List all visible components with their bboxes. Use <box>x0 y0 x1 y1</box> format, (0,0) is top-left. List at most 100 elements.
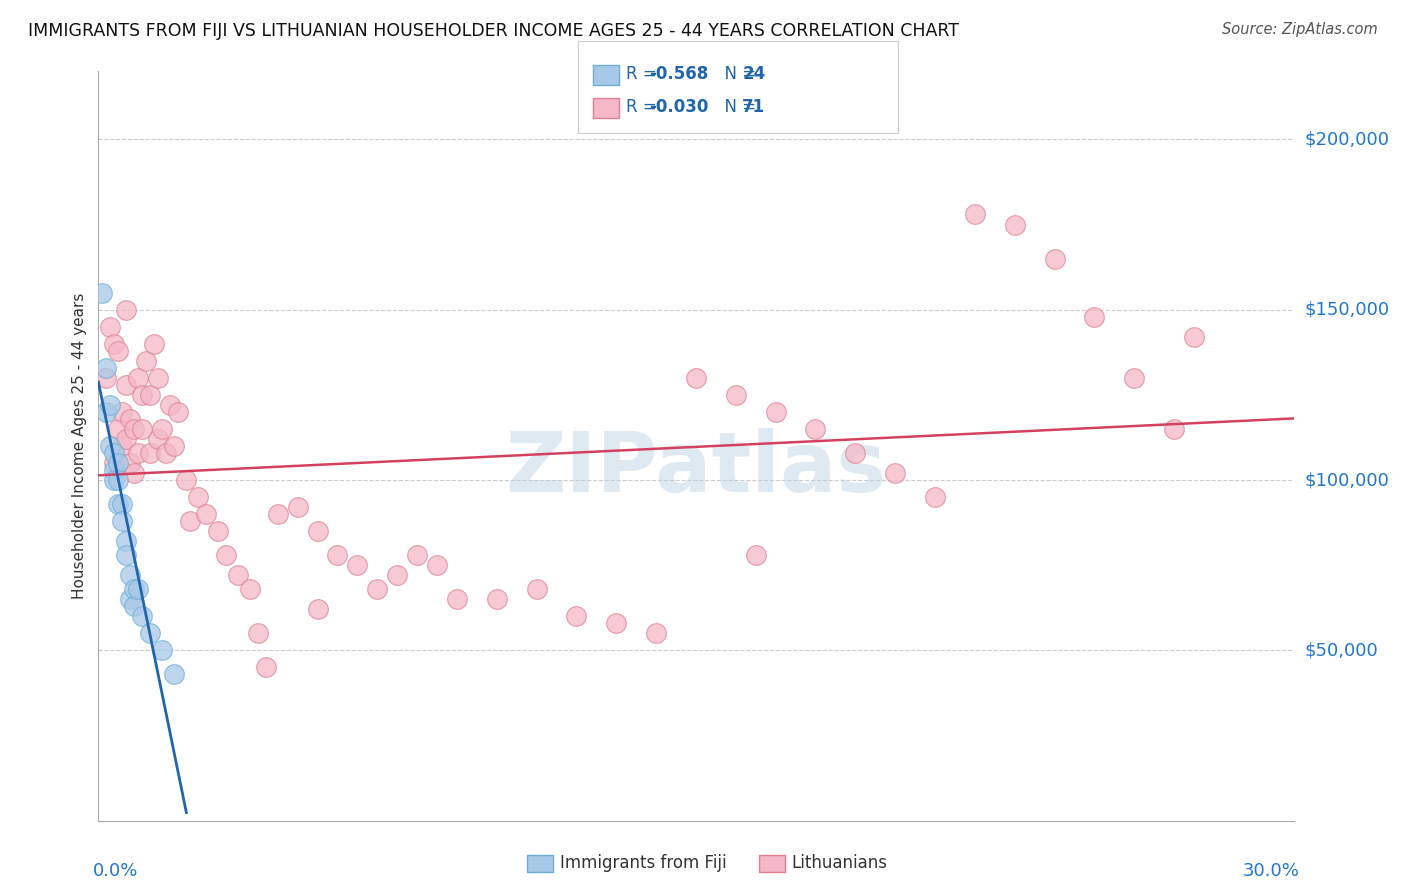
Point <box>605 616 627 631</box>
Point <box>103 446 125 460</box>
Text: Lithuanians: Lithuanians <box>792 855 887 872</box>
Text: Immigrants from Fiji: Immigrants from Fiji <box>560 855 727 872</box>
Point <box>115 534 138 549</box>
Point <box>148 432 170 446</box>
Point <box>239 582 262 596</box>
Point <box>131 388 153 402</box>
Point <box>120 411 142 425</box>
Point <box>115 302 138 317</box>
Point <box>287 500 309 515</box>
Point <box>685 371 707 385</box>
Point <box>187 490 209 504</box>
Point <box>107 497 129 511</box>
Point <box>385 568 409 582</box>
Point <box>307 524 329 538</box>
Point <box>884 467 907 481</box>
Point <box>174 473 197 487</box>
Point <box>159 398 181 412</box>
Point <box>765 405 787 419</box>
Text: N =: N = <box>714 98 762 116</box>
Point <box>103 336 125 351</box>
Point <box>1123 371 1146 385</box>
Text: $200,000: $200,000 <box>1305 130 1389 148</box>
Point <box>163 439 186 453</box>
Point <box>103 456 125 470</box>
Point <box>924 490 946 504</box>
Point <box>207 524 229 538</box>
Point <box>131 609 153 624</box>
Point <box>107 456 129 470</box>
Text: 30.0%: 30.0% <box>1243 862 1299 880</box>
Point <box>124 467 146 481</box>
Point <box>139 388 162 402</box>
Text: Source: ZipAtlas.com: Source: ZipAtlas.com <box>1222 22 1378 37</box>
Point <box>96 405 118 419</box>
Point <box>745 548 768 562</box>
Point <box>98 439 122 453</box>
Point <box>96 371 118 385</box>
Text: $150,000: $150,000 <box>1305 301 1389 318</box>
Point <box>526 582 548 596</box>
Point <box>1163 422 1185 436</box>
Y-axis label: Householder Income Ages 25 - 44 years: Householder Income Ages 25 - 44 years <box>72 293 87 599</box>
Point <box>103 463 125 477</box>
Point <box>115 377 138 392</box>
Point <box>115 432 138 446</box>
Point <box>724 388 747 402</box>
Point <box>139 626 162 640</box>
Point <box>131 422 153 436</box>
Point <box>148 371 170 385</box>
Point <box>107 473 129 487</box>
Point <box>115 548 138 562</box>
Point <box>307 602 329 616</box>
Point <box>124 582 146 596</box>
Point <box>326 548 349 562</box>
Point <box>1182 330 1205 344</box>
Text: 71: 71 <box>742 98 765 116</box>
Text: N =: N = <box>714 65 762 83</box>
Point <box>96 360 118 375</box>
Point <box>844 446 866 460</box>
Text: 24: 24 <box>742 65 766 83</box>
Point <box>135 354 157 368</box>
Point <box>366 582 388 596</box>
Point <box>150 422 173 436</box>
Text: 0.0%: 0.0% <box>93 862 138 880</box>
Point <box>124 422 146 436</box>
Text: $50,000: $50,000 <box>1305 641 1378 659</box>
Point <box>111 497 134 511</box>
Point <box>111 439 134 453</box>
Point <box>111 514 134 528</box>
Point <box>124 599 146 613</box>
Point <box>446 592 468 607</box>
Point <box>120 568 142 582</box>
Point <box>155 446 177 460</box>
Point <box>120 456 142 470</box>
Point <box>107 422 129 436</box>
Point <box>127 446 149 460</box>
Point <box>103 473 125 487</box>
Point <box>1004 218 1026 232</box>
Point <box>139 446 162 460</box>
Point <box>195 507 218 521</box>
Point <box>127 371 149 385</box>
Point <box>167 405 190 419</box>
Point <box>226 568 249 582</box>
Point <box>107 343 129 358</box>
Point <box>1083 310 1105 324</box>
Point <box>485 592 508 607</box>
Point <box>406 548 429 562</box>
Text: $100,000: $100,000 <box>1305 471 1389 489</box>
Point <box>645 626 668 640</box>
Point <box>127 582 149 596</box>
Text: ZIPatlas: ZIPatlas <box>506 428 886 509</box>
Point <box>143 336 166 351</box>
Point <box>426 558 449 573</box>
Point <box>215 548 238 562</box>
Point <box>98 319 122 334</box>
Point <box>565 609 588 624</box>
Point <box>254 660 277 674</box>
Point <box>111 405 134 419</box>
Point <box>267 507 290 521</box>
Point <box>163 667 186 681</box>
